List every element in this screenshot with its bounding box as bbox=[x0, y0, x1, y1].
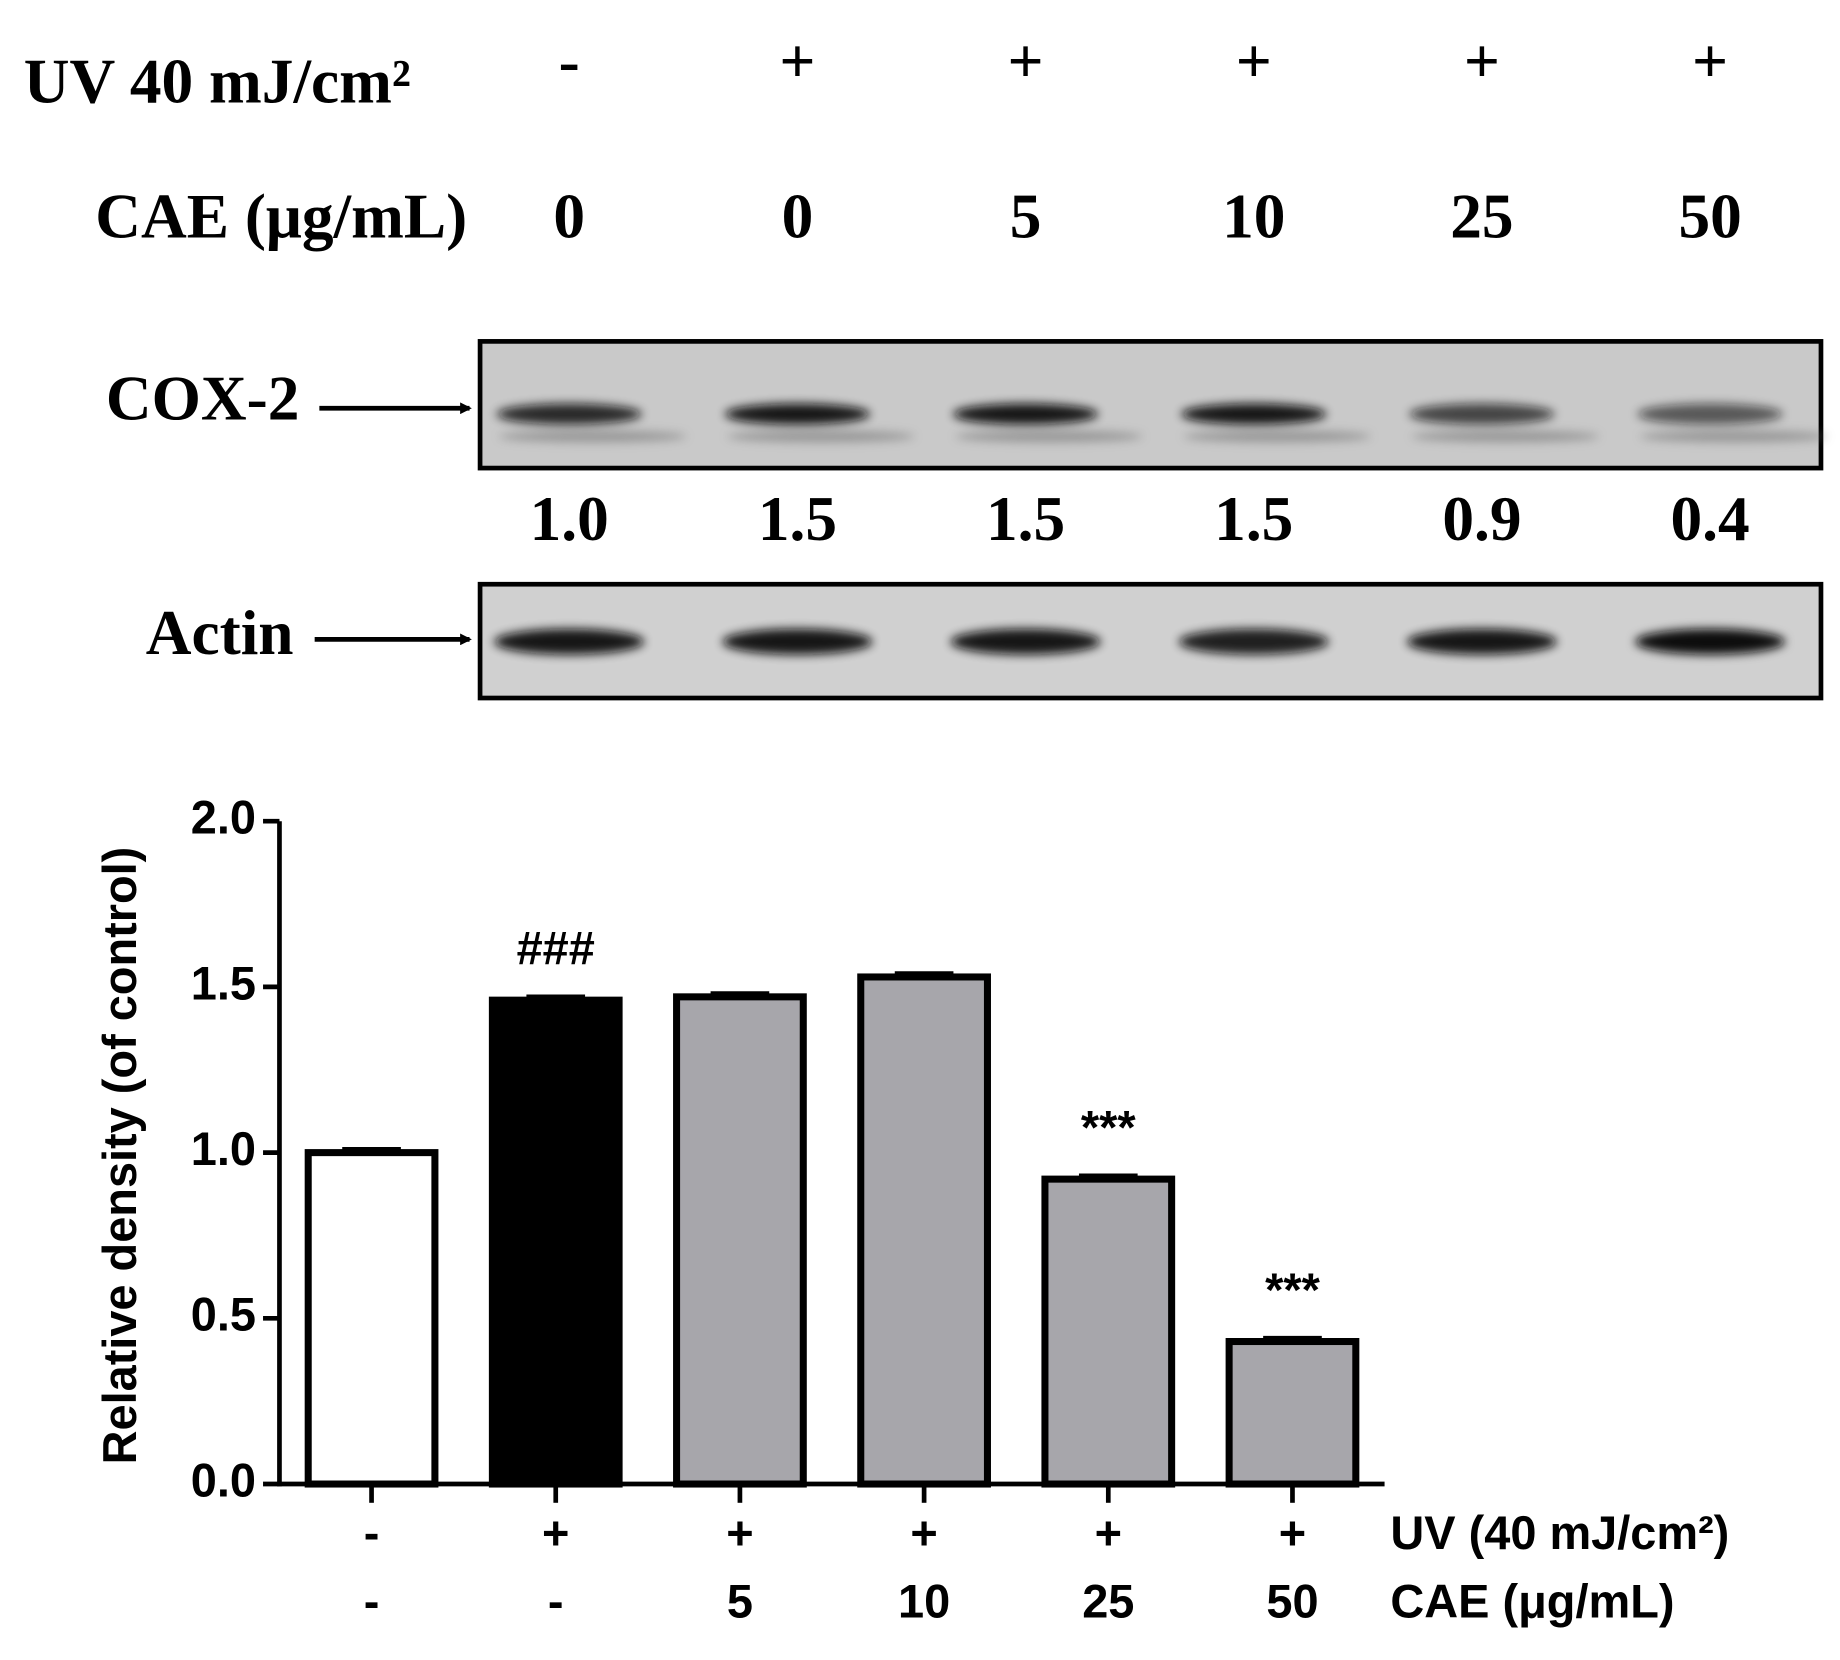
actin-band bbox=[950, 628, 1101, 655]
cox2-ratio: 1.5 bbox=[1214, 484, 1293, 554]
uv-row-label: UV 40 mJ/cm² bbox=[24, 47, 411, 117]
uv-sign: + bbox=[1236, 27, 1272, 97]
uv-sign: + bbox=[779, 27, 815, 97]
faint-band bbox=[727, 430, 915, 443]
cox2-ratio: 0.9 bbox=[1442, 484, 1521, 554]
y-axis-label: Relative density (of control) bbox=[94, 847, 146, 1465]
cox2-band bbox=[496, 403, 642, 425]
x-tick-label: + bbox=[910, 1507, 937, 1559]
bar bbox=[1041, 1175, 1176, 1488]
bar bbox=[304, 1149, 439, 1488]
cox2-band bbox=[724, 403, 871, 425]
y-tick-label: 0.5 bbox=[191, 1289, 256, 1341]
cae-dose: 50 bbox=[1678, 181, 1741, 251]
faint-band bbox=[1183, 430, 1372, 443]
bar bbox=[857, 973, 991, 1488]
cae-dose: 10 bbox=[1222, 181, 1285, 251]
cox2-blot bbox=[477, 339, 1824, 471]
x-tick-label: 10 bbox=[898, 1575, 950, 1627]
cae-dose: 0 bbox=[553, 181, 585, 251]
x-tick-label: - bbox=[364, 1507, 380, 1559]
uv-sign: - bbox=[559, 27, 580, 97]
significance: ### bbox=[517, 923, 595, 975]
x-tick-label: + bbox=[542, 1507, 569, 1559]
x-tick-label: - bbox=[364, 1575, 380, 1627]
y-tick-label: 2.0 bbox=[191, 792, 256, 844]
actin-band bbox=[1406, 628, 1558, 655]
x-tick-label: + bbox=[726, 1507, 753, 1559]
actin-band bbox=[722, 628, 873, 655]
actin-band bbox=[494, 628, 645, 655]
x-row-label: UV (40 mJ/cm²) bbox=[1390, 1507, 1729, 1559]
cox2-band bbox=[1181, 403, 1327, 425]
x-row-label: CAE (μg/mL) bbox=[1390, 1575, 1674, 1627]
bar bbox=[488, 996, 623, 1488]
cox2-ratio: 0.4 bbox=[1671, 484, 1750, 554]
y-tick-label: 1.0 bbox=[191, 1123, 256, 1175]
cae-dose: 5 bbox=[1010, 181, 1042, 251]
uv-sign: + bbox=[1464, 27, 1500, 97]
cox2-label: COX-2 bbox=[106, 363, 299, 433]
faint-band bbox=[1411, 430, 1600, 443]
cox2-band bbox=[1409, 403, 1555, 425]
bar bbox=[1225, 1338, 1360, 1488]
actin-band bbox=[1178, 628, 1329, 655]
faint-band bbox=[498, 430, 687, 443]
uv-sign: + bbox=[1008, 27, 1044, 97]
cox2-band bbox=[952, 403, 1099, 425]
cae-row-label: CAE (μg/mL) bbox=[95, 181, 467, 251]
cox2-ratio: 1.0 bbox=[530, 484, 609, 554]
significance: *** bbox=[1081, 1102, 1137, 1154]
y-tick-label: 0.0 bbox=[191, 1454, 256, 1506]
cae-dose: 25 bbox=[1450, 181, 1513, 251]
x-tick-label: 5 bbox=[727, 1575, 753, 1627]
bar bbox=[673, 993, 807, 1488]
uv-sign: + bbox=[1692, 27, 1728, 97]
actin-blot bbox=[477, 581, 1824, 701]
x-tick-label: - bbox=[548, 1575, 564, 1627]
significance: *** bbox=[1265, 1264, 1321, 1316]
x-tick-label: + bbox=[1279, 1507, 1306, 1559]
x-tick-label: 50 bbox=[1266, 1575, 1318, 1627]
y-tick-label: 1.5 bbox=[191, 957, 256, 1009]
x-tick-label: + bbox=[1095, 1507, 1122, 1559]
cae-dose: 0 bbox=[782, 181, 814, 251]
actin-label: Actin bbox=[146, 598, 294, 668]
actin-band bbox=[1635, 628, 1786, 655]
cox2-ratio: 1.5 bbox=[758, 484, 837, 554]
cox2-ratio: 1.5 bbox=[986, 484, 1065, 554]
faint-band bbox=[955, 430, 1143, 443]
cox2-band bbox=[1637, 403, 1783, 425]
faint-band bbox=[1639, 430, 1828, 443]
x-tick-label: 25 bbox=[1082, 1575, 1134, 1627]
